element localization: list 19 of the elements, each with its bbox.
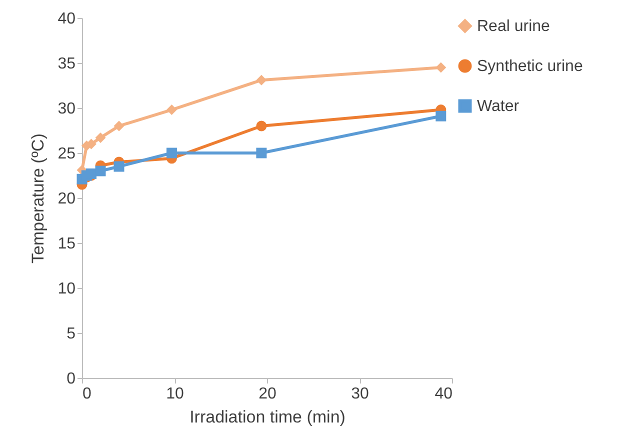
x-axis-title: Irradiation time (min): [190, 408, 346, 426]
x-tick-label: 0: [82, 386, 92, 402]
legend-label: Water: [477, 98, 520, 115]
x-tick-label: 10: [166, 386, 184, 402]
x-tick-label: 20: [258, 386, 276, 402]
y-tick-label: 30: [58, 100, 76, 118]
y-tick-label: 35: [58, 56, 76, 72]
x-tick-label: 40: [434, 386, 453, 402]
y-tick-label: 0: [66, 370, 76, 388]
y-tick-label: 20: [58, 190, 76, 208]
y-tick-label: 40: [58, 10, 76, 28]
legend-label: Synthetic urine: [477, 58, 583, 75]
x-tick-label: 30: [351, 386, 369, 402]
y-tick-label: 15: [58, 236, 76, 252]
y-tick-label: 5: [66, 326, 76, 342]
legend-label: Real urine: [477, 18, 550, 35]
y-tick-label: 25: [58, 146, 76, 162]
y-axis-title: Temperature (ºC): [28, 134, 48, 264]
y-tick-label: 10: [58, 280, 76, 298]
